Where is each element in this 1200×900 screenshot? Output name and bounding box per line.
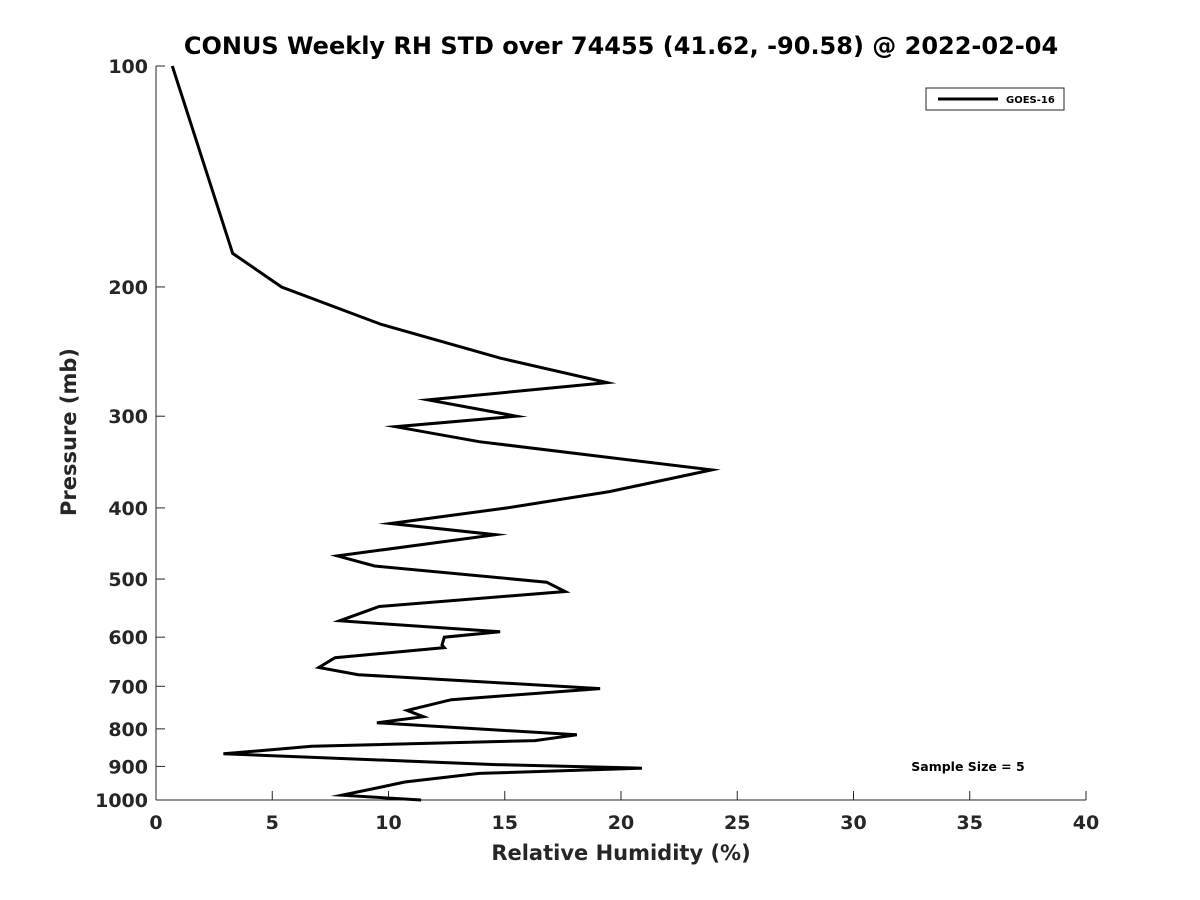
y-tick-label: 200: [108, 277, 148, 299]
y-tick-label: 800: [108, 719, 148, 741]
chart-title: CONUS Weekly RH STD over 74455 (41.62, -…: [184, 32, 1058, 60]
y-axis-label: Pressure (mb): [57, 348, 81, 516]
x-tick-label: 40: [1073, 812, 1099, 834]
y-tick-label: 100: [108, 56, 148, 78]
y-tick-label: 300: [108, 406, 148, 428]
y-tick-label: 900: [108, 756, 148, 778]
y-tick-label: 1000: [95, 790, 148, 812]
x-tick-label: 20: [608, 812, 634, 834]
y-tick-label: 700: [108, 676, 148, 698]
x-tick-label: 0: [149, 812, 162, 834]
y-tick-label: 400: [108, 498, 148, 520]
sample-size-annotation: Sample Size = 5: [911, 759, 1024, 774]
legend-label-goes-16: GOES-16: [1006, 95, 1055, 106]
x-tick-label: 15: [492, 812, 518, 834]
x-tick-label: 35: [957, 812, 983, 834]
series-line-goes-16: [170, 65, 721, 802]
x-tick-label: 5: [266, 812, 279, 834]
y-tick-label: 500: [108, 569, 148, 591]
plot-area: 0 5 10 15 20 25 30 35 40 100 200 300 400 500 600 700 800…: [95, 56, 1099, 834]
legend: GOES-16: [925, 87, 1065, 111]
x-tick-label: 30: [840, 812, 866, 834]
y-tick-label: 600: [108, 627, 148, 649]
x-axis-label: Relative Humidity (%): [491, 841, 750, 865]
x-tick-label: 25: [724, 812, 750, 834]
x-tick-label: 10: [375, 812, 401, 834]
